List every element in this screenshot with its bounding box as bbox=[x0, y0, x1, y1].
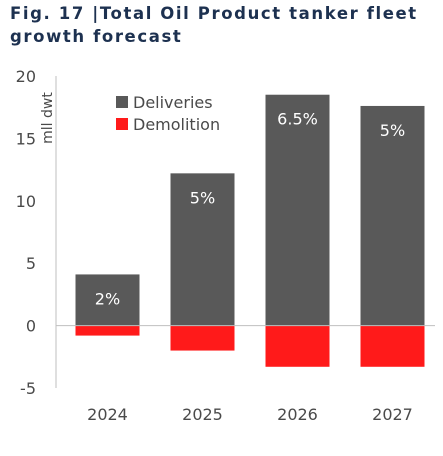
y-tick-label: -5 bbox=[20, 379, 36, 398]
y-tick-label: 20 bbox=[16, 67, 36, 86]
data-label: 5% bbox=[380, 121, 405, 140]
x-tick-label: 2027 bbox=[372, 405, 413, 424]
bar-deliveries-2026 bbox=[265, 94, 330, 326]
chart-title: Fig. 17 |Total Oil Product tanker fleet … bbox=[10, 4, 418, 46]
data-label: 6.5% bbox=[277, 110, 318, 129]
data-labels: 2% 5% 6.5% 5% bbox=[95, 110, 405, 309]
y-ticks: 20 15 10 5 0 -5 bbox=[16, 67, 36, 398]
y-axis-label: mll dwt bbox=[40, 92, 56, 144]
legend-label-demolition: Demolition bbox=[133, 115, 220, 134]
legend: Deliveries Demolition bbox=[116, 93, 220, 134]
bar-deliveries-2027 bbox=[360, 105, 425, 326]
y-axis: mll dwt bbox=[40, 76, 57, 388]
legend-swatch-deliveries bbox=[116, 96, 128, 108]
bar-demolition-2027 bbox=[360, 325, 425, 367]
y-tick-label: 0 bbox=[26, 317, 36, 336]
bar-deliveries-2025 bbox=[170, 173, 235, 326]
bar-demolition-2025 bbox=[170, 325, 235, 351]
y-tick-label: 15 bbox=[16, 129, 36, 148]
x-tick-label: 2025 bbox=[182, 405, 223, 424]
bar-demolition-2024 bbox=[75, 325, 140, 336]
bars bbox=[75, 94, 425, 367]
legend-label-deliveries: Deliveries bbox=[133, 93, 213, 112]
y-tick-label: 5 bbox=[26, 254, 36, 273]
bar-deliveries-2024 bbox=[75, 274, 140, 326]
legend-swatch-demolition bbox=[116, 118, 128, 130]
bar-demolition-2026 bbox=[265, 325, 330, 367]
data-label: 5% bbox=[190, 188, 215, 207]
x-tick-label: 2024 bbox=[87, 405, 128, 424]
data-label: 2% bbox=[95, 289, 120, 308]
y-tick-label: 10 bbox=[16, 192, 36, 211]
x-tick-label: 2026 bbox=[277, 405, 318, 424]
x-ticks: 2024 2025 2026 2027 bbox=[87, 405, 413, 424]
